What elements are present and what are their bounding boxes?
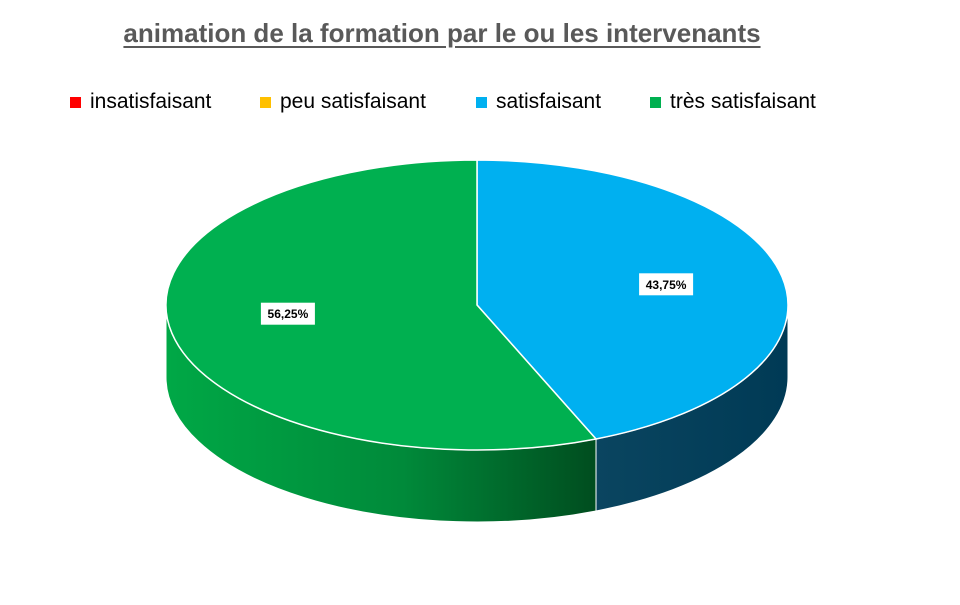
data-label-2: 43,75% — [639, 273, 694, 296]
legend-label-tres-satisfaisant: très satisfaisant — [670, 90, 816, 113]
pie-data-labels: 43,75% 56,25% — [260, 273, 694, 325]
data-label-text-2: 43,75% — [646, 278, 687, 292]
legend-item-peu-satisfaisant: peu satisfaisant — [260, 88, 426, 116]
pie-slice-2 — [476, 159, 789, 440]
legend-label-peu-satisfaisant: peu satisfaisant — [280, 90, 426, 113]
chart-title: animation de la formation par le ou les … — [123, 18, 761, 48]
legend-label-satisfaisant: satisfaisant — [496, 90, 602, 113]
legend-item-insatisfaisant: insatisfaisant — [70, 88, 211, 116]
pie-slice-3 — [165, 159, 598, 451]
data-label-text-3: 56,25% — [268, 307, 309, 321]
pie-tops — [165, 159, 789, 451]
legend-label-insatisfaisant: insatisfaisant — [90, 90, 212, 113]
legend-item-tres-satisfaisant: très satisfaisant — [650, 88, 816, 116]
legend-item-satisfaisant: satisfaisant — [476, 88, 601, 116]
legend-swatch-satisfaisant — [476, 96, 487, 108]
legend-swatch-peu-satisfaisant — [260, 96, 271, 108]
data-label-box-3 — [260, 302, 315, 325]
data-label-3: 56,25% — [260, 302, 315, 325]
legend-swatch-insatisfaisant — [70, 96, 81, 108]
data-label-box-2 — [639, 273, 694, 296]
legend-swatch-tres-satisfaisant — [650, 96, 661, 108]
